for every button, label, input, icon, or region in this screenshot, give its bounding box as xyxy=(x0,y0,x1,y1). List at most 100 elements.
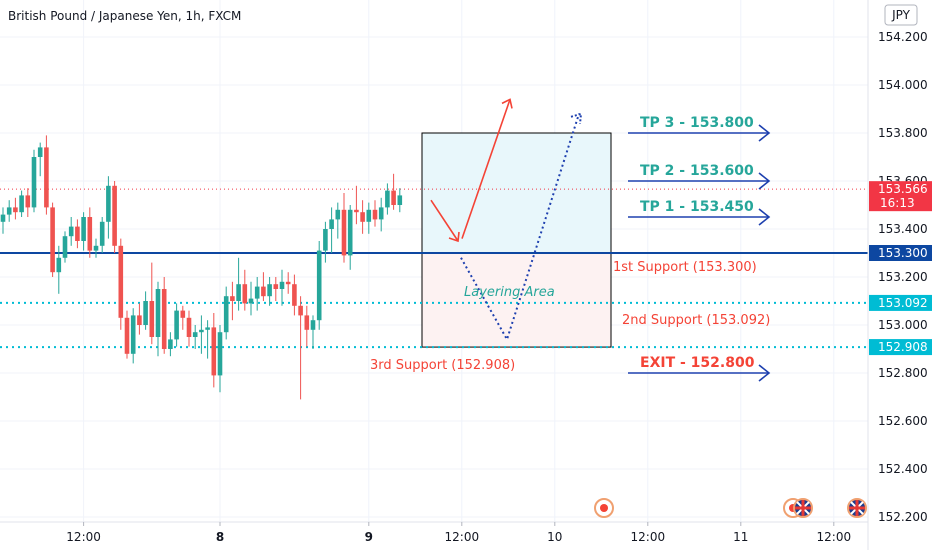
price-axis[interactable]: 154.200154.000153.800153.600153.400153.2… xyxy=(869,30,932,524)
candle xyxy=(292,274,297,316)
target-label: TP 3 - 153.800 xyxy=(640,115,754,131)
candle-body xyxy=(68,226,74,237)
candle-body xyxy=(372,209,378,220)
candle-body xyxy=(267,284,272,297)
candle xyxy=(378,197,384,232)
price-tick-label: 152.800 xyxy=(878,366,928,380)
candle-body xyxy=(50,207,55,273)
candle-body xyxy=(199,329,204,333)
candle xyxy=(316,241,322,330)
candle-body xyxy=(248,298,254,304)
candle-body xyxy=(335,209,341,220)
candle xyxy=(385,183,390,215)
target-zone-box xyxy=(421,132,612,254)
candle xyxy=(56,245,62,294)
candle-body xyxy=(75,226,80,241)
candle xyxy=(44,135,49,215)
candle xyxy=(106,176,111,239)
time-tick-label: 12:00 xyxy=(817,530,852,544)
price-tag-value: 153.092 xyxy=(878,296,928,310)
candle-body xyxy=(81,217,86,241)
candle-body xyxy=(161,289,167,349)
candle xyxy=(68,217,74,246)
candle xyxy=(6,200,12,222)
layering-area-label: Layering Area xyxy=(464,285,555,300)
time-axis[interactable]: 12:00 8 9 12:00 10 12:00 11 12:00 xyxy=(66,522,851,544)
candle-body xyxy=(329,219,334,229)
price-tag-value: 152.908 xyxy=(878,340,928,354)
candle xyxy=(99,217,105,253)
support-label: 3rd Support (152.908) xyxy=(370,358,515,373)
candle-body xyxy=(298,305,303,316)
price-tag: 152.908 xyxy=(869,339,932,356)
price-tick-label: 152.600 xyxy=(878,414,928,428)
candle xyxy=(25,188,31,217)
projection-drawings xyxy=(430,98,771,382)
projection-arrow-up xyxy=(461,99,511,239)
candle xyxy=(279,269,285,306)
candle-body xyxy=(180,310,186,318)
candle-body xyxy=(137,315,142,325)
candle-body xyxy=(13,207,18,213)
candle-body xyxy=(56,257,62,273)
trade-zones xyxy=(421,132,612,348)
currency-label: JPY xyxy=(891,8,911,22)
candle xyxy=(50,202,55,277)
arrow-head xyxy=(758,364,771,382)
candle xyxy=(168,332,173,357)
target-label: TP 2 - 153.600 xyxy=(640,163,754,179)
candle xyxy=(155,281,161,357)
projection-path-dotted xyxy=(460,113,580,342)
price-tick-label: 153.000 xyxy=(878,318,928,332)
candle-body xyxy=(186,317,192,337)
candle-body xyxy=(304,315,310,330)
candle xyxy=(81,212,86,251)
candle xyxy=(304,305,310,347)
candle xyxy=(75,219,80,249)
candle xyxy=(254,277,260,311)
candles xyxy=(0,135,403,400)
price-tick-label: 153.200 xyxy=(878,270,928,284)
candle-body xyxy=(292,284,297,306)
candle-body xyxy=(25,195,31,208)
candle xyxy=(93,238,99,258)
candle xyxy=(391,173,396,210)
candle xyxy=(143,291,148,330)
candle xyxy=(298,296,303,400)
candle xyxy=(397,188,403,213)
candle-body xyxy=(354,209,359,213)
candle-body xyxy=(31,157,37,208)
candle xyxy=(341,193,347,263)
candle-body xyxy=(62,236,68,258)
candle xyxy=(37,142,43,177)
price-tag-bg xyxy=(869,339,932,356)
price-tick-label: 152.200 xyxy=(878,510,928,524)
candle xyxy=(372,200,378,227)
candle xyxy=(161,277,167,354)
price-tag-countdown: 16:13 xyxy=(880,196,915,210)
candle xyxy=(19,190,24,217)
economic-event-icon[interactable] xyxy=(594,498,614,518)
uk-flag-icon[interactable] xyxy=(793,498,813,518)
candle-body xyxy=(316,250,322,321)
time-tick-label: 11 xyxy=(733,530,748,544)
candle-body xyxy=(347,209,353,256)
uk-flag-icon[interactable] xyxy=(847,498,867,518)
price-tag-value: 153.300 xyxy=(878,246,928,260)
candle xyxy=(273,277,279,301)
time-tick-label: 10 xyxy=(547,530,562,544)
candle xyxy=(174,303,179,347)
candle-body xyxy=(149,301,155,337)
candle xyxy=(230,281,235,321)
candle xyxy=(199,315,204,354)
candle xyxy=(180,305,186,330)
candle xyxy=(13,197,18,220)
candle-body xyxy=(230,296,235,301)
candle-body xyxy=(174,310,179,340)
candle-body xyxy=(285,281,291,285)
price-tag: 153.300 xyxy=(869,245,932,261)
currency-badge[interactable]: JPY xyxy=(884,4,918,26)
price-tick-label: 152.400 xyxy=(878,462,928,476)
